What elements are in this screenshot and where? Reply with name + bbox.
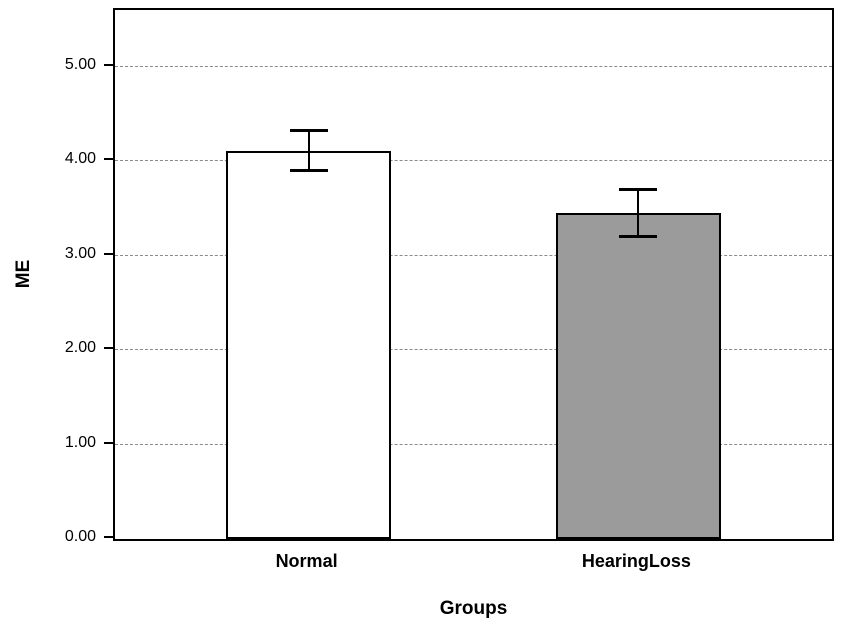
error-bar-cap-bottom	[619, 234, 658, 238]
gridline	[115, 65, 832, 67]
bar-hearingloss	[555, 213, 721, 539]
y-axis-title: ME	[13, 259, 34, 289]
error-bar-cap-top	[619, 188, 658, 192]
y-tick-mark	[104, 441, 113, 444]
y-tick-mark	[104, 158, 113, 161]
y-tick-mark	[104, 63, 113, 66]
error-bar-line	[307, 129, 310, 171]
gridline	[115, 443, 832, 445]
y-tick-label: 5.00	[64, 55, 96, 73]
gridline	[115, 254, 832, 256]
y-tick-label: 3.00	[64, 244, 96, 262]
y-tick-label: 2.00	[64, 339, 96, 357]
y-tick-label: 0.00	[64, 528, 96, 545]
x-tick-label-normal: Normal	[275, 551, 338, 571]
y-tick-mark	[104, 536, 113, 538]
y-tick-mark	[104, 252, 113, 255]
gridline	[115, 160, 832, 162]
error-bar-line	[637, 189, 640, 237]
y-tick-label: 4.00	[64, 150, 96, 168]
gridline	[115, 349, 832, 351]
error-bar-cap-top	[289, 128, 328, 132]
bar-normal	[226, 150, 392, 539]
x-axis-title: Groups	[439, 598, 508, 619]
error-bar-cap-bottom	[289, 168, 328, 172]
x-tick-label-hearingloss: HearingLoss	[581, 551, 691, 571]
y-tick-label: 1.00	[64, 433, 96, 451]
y-tick-mark	[104, 347, 113, 350]
plot-area	[113, 8, 834, 541]
